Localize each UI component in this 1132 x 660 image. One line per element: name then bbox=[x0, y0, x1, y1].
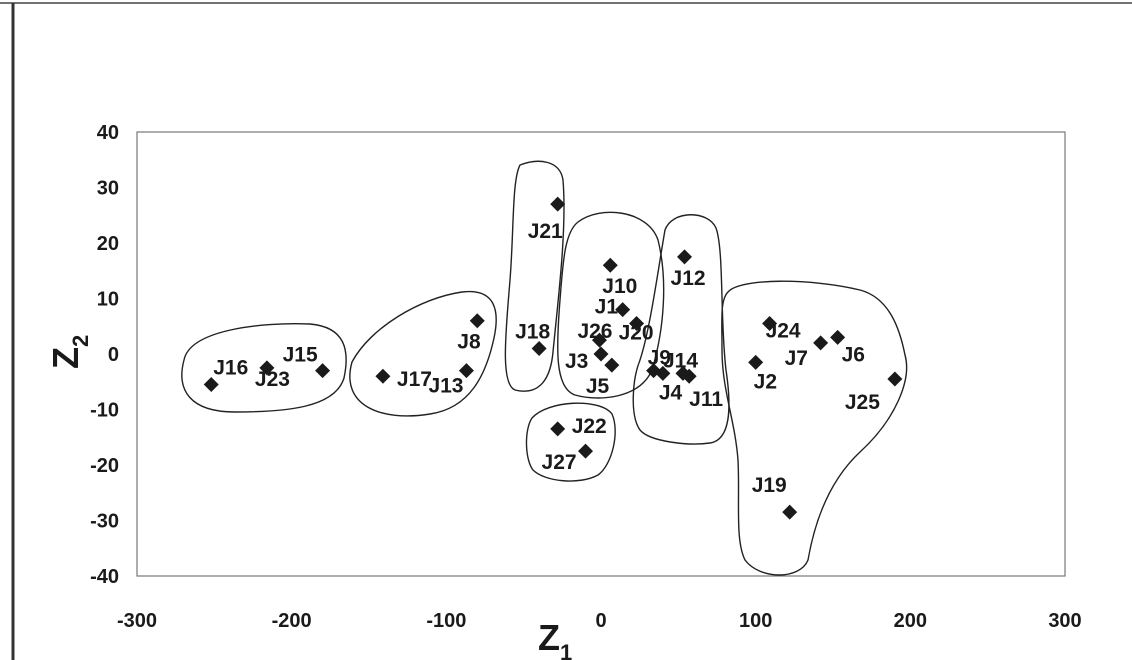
data-point-marker bbox=[458, 363, 474, 379]
cluster-outline-left bbox=[181, 323, 347, 413]
data-point-label: J21 bbox=[528, 220, 563, 243]
cluster-outline-right bbox=[721, 280, 908, 576]
y-axis-title-subscript: 2 bbox=[68, 335, 93, 347]
cluster-outline-j18-j21 bbox=[504, 160, 565, 392]
data-point-label: J23 bbox=[255, 368, 290, 391]
y-tick-label: -10 bbox=[90, 400, 119, 422]
data-point-marker bbox=[602, 257, 618, 273]
data-point-marker bbox=[604, 357, 620, 373]
data-point-label: J26 bbox=[577, 320, 612, 343]
data-point-marker bbox=[593, 346, 609, 362]
data-point-marker bbox=[748, 354, 764, 370]
data-point-label: J27 bbox=[542, 451, 577, 474]
data-point-marker bbox=[782, 504, 798, 520]
data-point-marker bbox=[762, 315, 778, 331]
data-point-label: J3 bbox=[565, 350, 588, 373]
y-tick-label: -20 bbox=[90, 455, 119, 477]
data-point-marker bbox=[615, 302, 631, 318]
data-point-label: J17 bbox=[397, 368, 432, 391]
data-point-label: J1 bbox=[595, 296, 619, 319]
data-point-marker bbox=[887, 371, 903, 387]
y-tick-label: -40 bbox=[90, 566, 119, 588]
data-point-marker bbox=[531, 340, 547, 356]
data-point-marker bbox=[550, 421, 566, 437]
data-point-marker bbox=[375, 368, 391, 384]
cluster-outline-j22-j27 bbox=[525, 402, 616, 482]
data-point-marker bbox=[550, 196, 566, 212]
data-point-label: J4 bbox=[659, 381, 683, 404]
data-point-marker bbox=[677, 249, 693, 265]
data-point-label: J15 bbox=[283, 344, 318, 367]
cluster-outlines bbox=[181, 160, 908, 576]
data-point-label: J14 bbox=[663, 349, 698, 372]
x-tick-label: -300 bbox=[117, 610, 157, 632]
data-point-label: J9 bbox=[648, 347, 671, 370]
x-tick-label: 0 bbox=[595, 610, 606, 632]
data-point-label: J2 bbox=[754, 370, 777, 393]
x-tick-labels: -300 -200 -100 0 100 200 300 bbox=[117, 610, 1082, 632]
data-point-label: J6 bbox=[842, 343, 865, 366]
data-point-label: J8 bbox=[457, 331, 481, 354]
data-point-marker bbox=[203, 377, 219, 393]
y-tick-label: -30 bbox=[90, 511, 119, 533]
data-point-label: J16 bbox=[213, 357, 248, 380]
data-point-label: J7 bbox=[785, 347, 808, 370]
y-tick-label: 20 bbox=[97, 233, 119, 255]
x-axis-title-subscript: 1 bbox=[560, 640, 572, 660]
x-axis-title: Z1 bbox=[538, 617, 572, 660]
data-point-label: J11 bbox=[689, 388, 723, 411]
data-point-label: J18 bbox=[515, 320, 550, 343]
y-axis-title: Z2 bbox=[45, 335, 93, 369]
data-point-label: J10 bbox=[602, 275, 637, 298]
cluster-outline-center bbox=[556, 211, 665, 399]
x-axis-title-main: Z bbox=[538, 617, 560, 658]
data-point-label: J25 bbox=[845, 391, 880, 414]
y-tick-labels: 40 30 20 10 0 -10 -20 -30 -40 bbox=[90, 122, 119, 588]
data-point-label: J12 bbox=[671, 267, 706, 290]
data-point-marker bbox=[681, 368, 697, 384]
data-point-label: J19 bbox=[752, 474, 787, 497]
y-tick-label: 0 bbox=[108, 344, 119, 366]
cluster-outline-left-center bbox=[349, 290, 497, 417]
y-tick-label: 40 bbox=[97, 122, 119, 144]
data-point-label: J22 bbox=[572, 415, 607, 438]
data-point-marker bbox=[655, 365, 671, 381]
data-point-marker bbox=[315, 363, 331, 379]
x-tick-label: 300 bbox=[1048, 610, 1081, 632]
x-tick-label: 100 bbox=[739, 610, 772, 632]
data-point-marker bbox=[830, 329, 846, 345]
data-point-label: J20 bbox=[619, 321, 654, 344]
x-tick-label: -100 bbox=[426, 610, 466, 632]
data-point-marker bbox=[469, 313, 485, 329]
x-tick-label: -200 bbox=[272, 610, 312, 632]
data-point-marker bbox=[578, 443, 594, 459]
data-point-marker bbox=[813, 335, 829, 351]
data-point-marker bbox=[629, 315, 645, 331]
plot-area bbox=[136, 131, 1066, 577]
y-axis-title-main: Z bbox=[45, 347, 86, 369]
data-point-label: J24 bbox=[766, 319, 801, 342]
data-point-marker bbox=[591, 332, 607, 348]
data-point-label: J13 bbox=[428, 375, 463, 398]
y-tick-label: 30 bbox=[97, 178, 119, 200]
cluster-outline-right-center bbox=[632, 214, 730, 445]
x-tick-label: 200 bbox=[894, 610, 927, 632]
data-point-marker bbox=[259, 360, 275, 376]
data-point-label: J5 bbox=[586, 375, 610, 398]
y-tick-label: 10 bbox=[97, 289, 119, 311]
